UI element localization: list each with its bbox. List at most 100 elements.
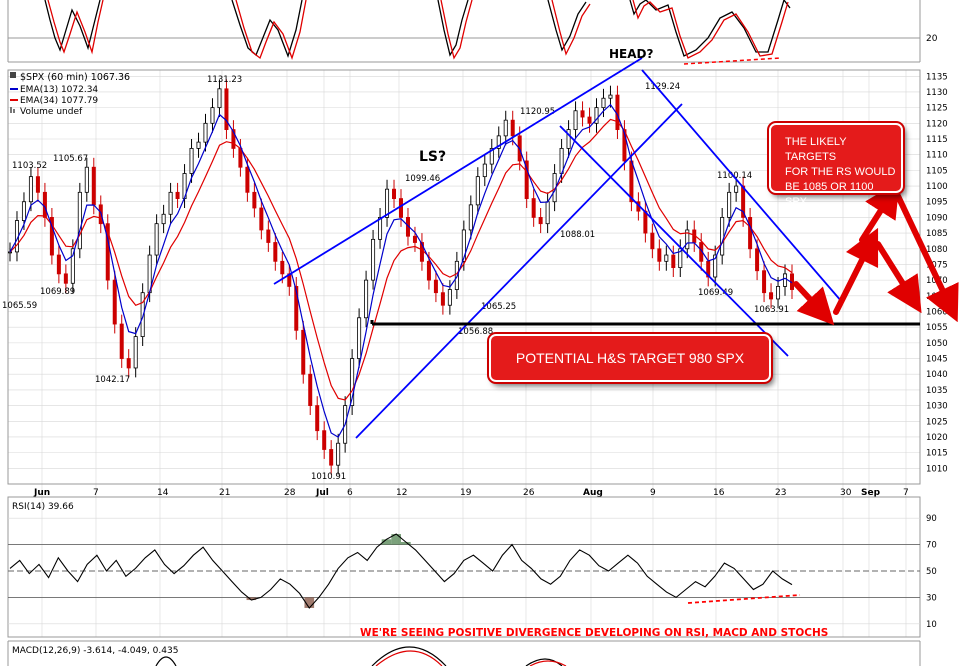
price-label-1120: 1120.95 xyxy=(520,107,555,117)
price-bar xyxy=(755,248,760,272)
price-bar xyxy=(664,254,669,262)
price-bar xyxy=(713,254,718,278)
price-bar xyxy=(510,119,515,137)
price-bar xyxy=(84,166,89,193)
x-tick-label: Jun xyxy=(33,488,50,498)
candlestick-icon xyxy=(10,72,16,78)
rs-callout-line-2: FOR THE RS WOULD xyxy=(785,166,896,178)
price-bar xyxy=(140,292,145,337)
price-label-1069-49: 1069.49 xyxy=(698,288,733,298)
rs-callout-line-3: BE 1085 OR 1100 SPX xyxy=(785,181,874,208)
price-bar xyxy=(594,107,599,124)
price-bar xyxy=(28,176,33,203)
price-bar xyxy=(524,160,529,199)
x-axis: Jun 7 14 21 28 Jul 6 12 19 26 Aug 9 16 23 30 Sep 7 xyxy=(33,488,909,498)
price-bar xyxy=(238,148,243,168)
price-tick-label: 1080 xyxy=(926,245,948,255)
price-tick-label: 1030 xyxy=(926,402,948,412)
rs-callout-line-1: THE LIKELY TARGETS xyxy=(785,136,847,163)
price-bar xyxy=(42,191,47,218)
macd-line-1 xyxy=(155,656,177,666)
price-bar xyxy=(77,191,82,250)
price-tick-label: 1045 xyxy=(926,355,948,365)
stoch-line-d-5 xyxy=(632,0,789,59)
legend-ema13: EMA(13) 1072.34 xyxy=(20,85,98,95)
ls-label: LS? xyxy=(419,149,446,165)
price-bar xyxy=(301,329,306,375)
price-bar xyxy=(426,260,431,281)
price-tick-label: 1055 xyxy=(926,323,948,333)
hs-target-callout: POTENTIAL H&S TARGET 980 SPX xyxy=(489,334,771,382)
price-bar xyxy=(734,185,739,193)
rs-projection-arrows xyxy=(793,180,959,326)
price-bar xyxy=(196,141,201,149)
macd-line-3 xyxy=(525,658,563,666)
price-bar xyxy=(350,358,355,406)
price-bar xyxy=(119,323,124,359)
price-tick-label: 1020 xyxy=(926,433,948,443)
price-bar xyxy=(608,94,613,99)
price-bar xyxy=(7,251,12,254)
price-bar xyxy=(63,273,68,284)
price-tick-label: 1130 xyxy=(926,88,948,98)
arrow-up-2 xyxy=(859,180,900,243)
price-bar xyxy=(566,129,571,149)
price-bar xyxy=(475,176,480,206)
price-legend: $SPX (60 min) 1067.36 EMA(13) 1072.34 EM… xyxy=(10,72,130,117)
price-bar xyxy=(259,207,264,231)
stoch-line-k-4 xyxy=(547,0,587,52)
price-bar xyxy=(762,270,767,294)
price-label-1105: 1105.67 xyxy=(53,154,88,164)
price-bar xyxy=(378,217,383,240)
price-label-1088: 1088.01 xyxy=(560,230,595,240)
price-bar xyxy=(412,235,417,243)
x-tick-label: 21 xyxy=(219,488,230,498)
price-panel: 1010101510201025103010351040104510501055… xyxy=(2,47,959,637)
price-label-1042: 1042.17 xyxy=(95,375,130,385)
price-tick-label: 1090 xyxy=(926,213,948,223)
x-tick-label: 6 xyxy=(347,488,353,498)
price-bar xyxy=(105,223,110,281)
descending-channel-upper xyxy=(641,69,843,303)
price-tick-label: 1095 xyxy=(926,198,948,208)
price-bar xyxy=(133,336,138,369)
arrow-down-1 xyxy=(793,281,835,326)
price-bar xyxy=(678,248,683,268)
price-label-1069-89: 1069.89 xyxy=(40,287,75,297)
x-tick-label: 19 xyxy=(460,488,472,498)
price-bar xyxy=(70,248,75,284)
price-label-1056: 1056.88 xyxy=(458,327,493,337)
price-label-1010: 1010.91 xyxy=(311,472,346,482)
price-bar xyxy=(650,232,655,250)
price-bar xyxy=(273,242,278,262)
price-bar xyxy=(35,176,40,193)
price-bar xyxy=(252,191,257,209)
price-bar xyxy=(657,248,662,262)
price-tick-label: 1115 xyxy=(926,135,948,145)
price-bar xyxy=(580,110,585,118)
price-bar xyxy=(489,148,494,165)
price-bar xyxy=(154,223,159,256)
price-bar xyxy=(482,163,487,178)
rsi-tick-label: 70 xyxy=(926,541,937,551)
price-bar xyxy=(280,260,285,275)
macd-header: MACD(12,26,9) -3.614, -4.049, 0.435 xyxy=(12,646,178,656)
price-bar xyxy=(769,292,774,300)
x-tick-label: 7 xyxy=(93,488,99,498)
rsi-oversold-fill xyxy=(304,597,315,608)
x-tick-label: 26 xyxy=(523,488,535,498)
price-bar xyxy=(357,317,362,359)
price-tick-label: 1010 xyxy=(926,464,948,474)
price-bar xyxy=(776,286,781,300)
price-bar xyxy=(385,188,390,218)
price-tick-label: 1120 xyxy=(926,119,948,129)
descending-channel-lower xyxy=(559,125,789,357)
price-bar xyxy=(783,273,788,287)
stoch-line-k xyxy=(44,0,101,52)
price-tick-label: 1075 xyxy=(926,260,948,270)
price-label-1100: 1100.14 xyxy=(717,171,752,181)
price-bar xyxy=(538,217,543,225)
price-bar xyxy=(727,191,732,218)
price-bar xyxy=(440,292,445,306)
price-bar xyxy=(126,358,131,369)
